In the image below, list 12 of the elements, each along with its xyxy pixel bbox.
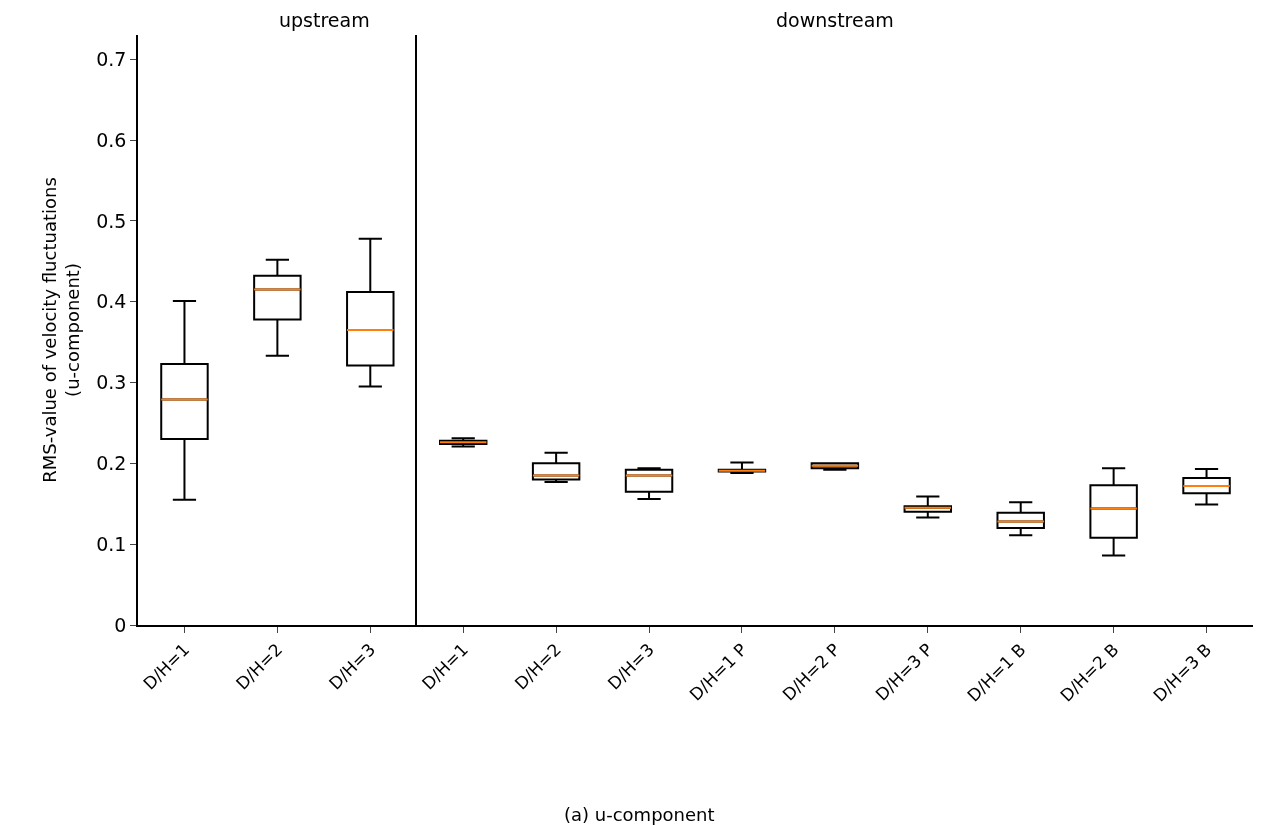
y-tick-label: 0.2 bbox=[96, 452, 127, 475]
chart-title: upstream bbox=[279, 9, 370, 31]
y-tick-label: 0.7 bbox=[96, 47, 127, 70]
text: (a) u-component bbox=[564, 804, 715, 825]
y-tick-label: 0 bbox=[114, 613, 127, 636]
y-tick-label: 0.3 bbox=[96, 371, 127, 394]
chart-title: downstream bbox=[776, 9, 894, 31]
y-tick-label: 0.5 bbox=[96, 209, 127, 232]
y-tick-label: 0.1 bbox=[96, 532, 127, 555]
y-axis-title: RMS-value of velocity fluctuations (u-component) bbox=[38, 177, 83, 483]
y-tick-label: 0.6 bbox=[96, 128, 127, 151]
y-tick-label: 0.4 bbox=[96, 290, 127, 313]
